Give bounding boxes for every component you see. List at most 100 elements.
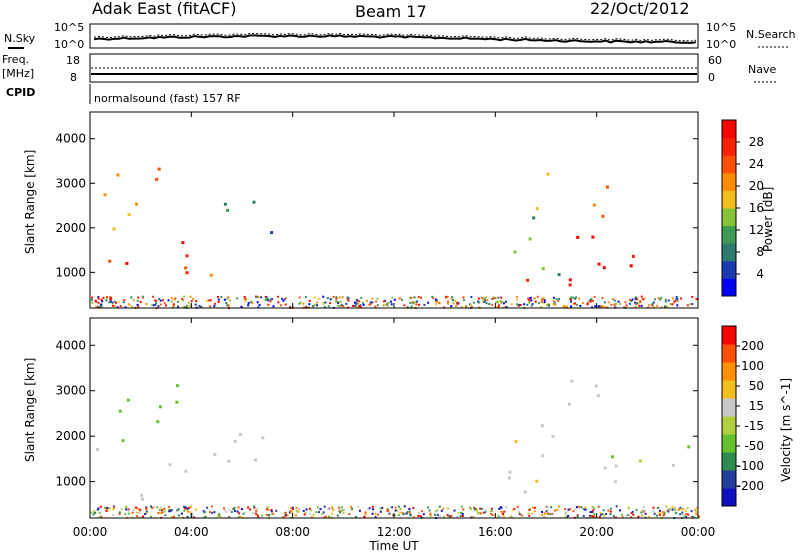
colorbar-tick-label: 16 [749,201,764,215]
noise-cell [237,506,240,509]
noise-cell [193,516,196,519]
noise-cell [484,509,487,512]
noise-cell [592,300,594,302]
xtick-label: 16:00 [478,525,513,539]
noise-cell [456,515,459,518]
noise-cell [368,303,371,306]
noise-cell [599,511,602,514]
noise-cell [119,305,122,308]
noise-cell [630,516,633,519]
noise-cell [159,506,162,509]
noise-cell [540,300,543,303]
noise-cell [90,511,93,514]
scatter-cell [605,185,609,189]
noise-cell [312,513,315,516]
noise-cell [255,509,258,512]
noise-cell [638,301,641,304]
noise-cell [627,514,630,517]
noise-cell [255,296,258,299]
noise-cell [132,299,135,302]
noise-cell [240,305,243,308]
noise-cell [589,511,592,513]
noise-cell [271,298,273,301]
scatter-cell [601,214,605,218]
velocity-panel-frame [89,317,699,519]
noise-cell [686,304,689,307]
noise-cell [308,303,311,306]
colorbar-segment [722,470,736,489]
noise-cell [683,515,686,518]
noise-cell [355,515,358,518]
noise-cell [298,296,301,299]
noise-cell [693,509,696,512]
noise-cell [429,513,432,516]
noise-cell [270,509,273,512]
noise-cell [161,509,163,512]
noise-cell [183,507,186,510]
scatter-cell [140,493,144,497]
noise-cell [584,508,587,511]
noise-cell [609,510,612,513]
scatter-cell [535,479,539,483]
noise-cell [297,510,300,513]
ytick-label: 2000 [55,429,86,443]
noise-cell [695,298,698,301]
noise-cell [436,514,439,517]
noise-cell [386,507,389,510]
noise-cell [137,305,140,308]
noise-cell [225,510,228,513]
noise-cell [351,304,354,307]
scatter-cell [592,203,596,207]
noise-cell [519,303,522,306]
noise-cell [242,512,245,515]
noise-cell [141,515,144,518]
noise-cell [542,296,545,299]
noise-cell [291,510,294,513]
noise-cell [477,511,480,514]
noise-cell [565,305,568,308]
noise-cell [93,511,96,514]
noise-cell [593,295,596,298]
noise-cell [359,304,362,306]
noise-cell [580,506,583,509]
noise-cell [331,512,333,515]
noise-cell [599,513,602,516]
noise-cell [685,516,688,519]
noise-cell [105,509,108,512]
noise-cell [144,513,147,515]
scatter-cell [213,452,217,456]
noise-cell [500,510,503,513]
noise-cell [518,513,521,516]
noise-cell [416,300,418,303]
scatter-cell [597,262,601,266]
noise-cell [527,297,530,300]
noise-cell [553,303,556,306]
noise-cell [640,304,643,307]
noise-cell [540,514,543,517]
noise-cell [527,512,530,515]
noise-cell [652,506,655,509]
noise-cell [100,303,103,306]
noise-cell [490,509,493,512]
noise-cell [404,505,406,508]
noise-cell [329,298,332,301]
noise-cell [144,507,147,510]
noise-cell [496,301,499,304]
noise-cell [641,514,644,517]
noise-cell [615,302,617,305]
beam-title: Beam 17 [355,2,427,21]
noise-cell [406,511,409,514]
noise-cell [453,509,456,512]
noise-cell [579,304,582,307]
noise-cell [136,303,139,306]
scatter-cell [116,173,120,177]
noise-cell [256,513,259,516]
noise-cell [588,514,591,517]
noise-cell [288,511,291,514]
noise-cell [180,512,183,515]
noise-cell [183,306,186,309]
noise-cell [415,303,418,306]
noise-cell [337,302,340,304]
scatter-cell [610,455,614,459]
noise-cell [170,297,173,300]
